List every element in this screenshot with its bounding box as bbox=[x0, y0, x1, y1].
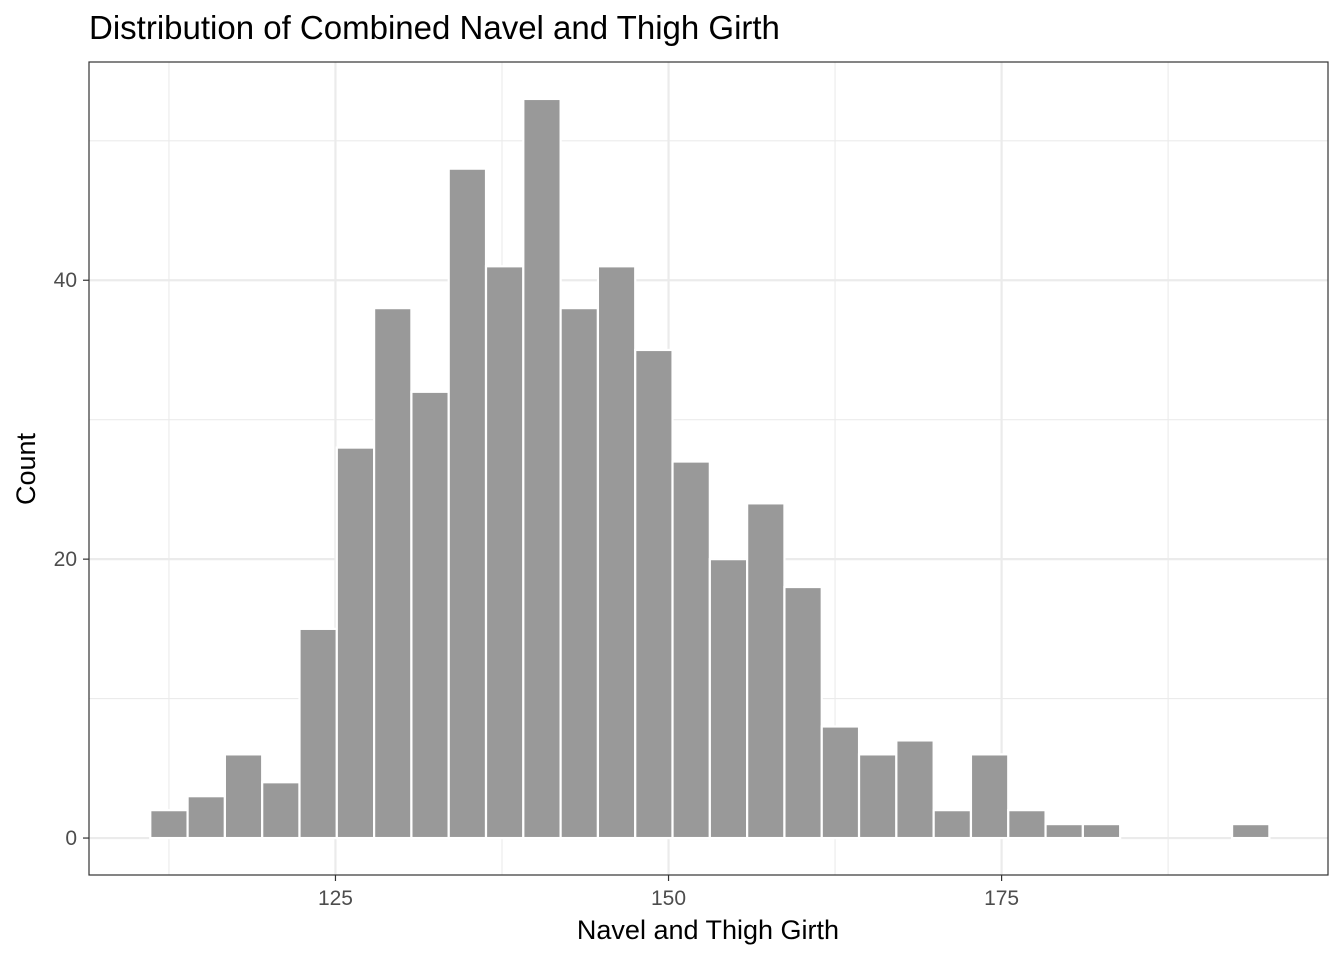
y-tick-label: 0 bbox=[65, 827, 77, 850]
y-tick-label: 40 bbox=[54, 269, 77, 292]
histogram-bar bbox=[1007, 809, 1047, 840]
histogram-bar bbox=[298, 627, 338, 840]
histogram-bar bbox=[223, 753, 264, 840]
x-tick-label: 125 bbox=[318, 887, 353, 910]
panel-border bbox=[88, 61, 1329, 876]
histogram-bar bbox=[559, 307, 600, 840]
plot-panel bbox=[88, 61, 1329, 876]
histogram-bar bbox=[969, 753, 1010, 840]
x-axis: 125 150 175 bbox=[318, 875, 1019, 910]
histogram-bar bbox=[447, 167, 488, 840]
histogram-bar bbox=[634, 348, 674, 840]
x-tick-label: 150 bbox=[651, 887, 686, 910]
y-tick-label: 20 bbox=[54, 548, 77, 571]
histogram-bar bbox=[895, 739, 935, 840]
y-axis: 0 20 40 bbox=[54, 269, 89, 850]
histogram-bar bbox=[783, 585, 823, 840]
histogram-bar bbox=[746, 502, 786, 840]
x-tick-label: 175 bbox=[984, 887, 1019, 910]
histogram-bar bbox=[186, 795, 226, 840]
histogram-bar bbox=[149, 809, 189, 840]
histogram-bar bbox=[932, 809, 973, 840]
histogram-bar bbox=[708, 558, 749, 840]
histogram-bar bbox=[820, 725, 861, 840]
histogram-bar bbox=[596, 265, 637, 840]
histogram-bar bbox=[261, 781, 301, 840]
histogram-bar bbox=[410, 390, 450, 840]
histogram-bar bbox=[1044, 823, 1084, 840]
x-axis-title: Navel and Thigh Girth bbox=[577, 915, 839, 945]
chart-title: Distribution of Combined Navel and Thigh… bbox=[89, 9, 780, 46]
histogram-bar bbox=[1230, 823, 1271, 840]
histogram-bars bbox=[149, 97, 1271, 840]
histogram-bar bbox=[522, 97, 562, 840]
histogram-bar bbox=[1081, 823, 1122, 840]
histogram-bar bbox=[484, 265, 525, 840]
histogram-bar bbox=[373, 307, 413, 840]
histogram-bar bbox=[671, 460, 711, 840]
y-axis-title: Count bbox=[11, 432, 41, 505]
histogram-bar bbox=[857, 753, 898, 840]
histogram-bar bbox=[335, 446, 376, 840]
